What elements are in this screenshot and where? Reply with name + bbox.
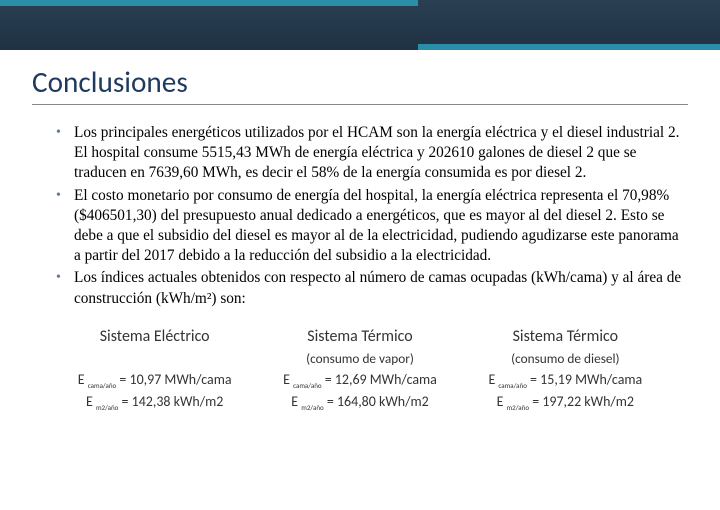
eq-sub: m2/año [301,403,323,412]
eq-value: 142,38 kWh/m2 [132,393,224,410]
eq-sub: m2/año [507,403,529,412]
eq-value: 164,80 kWh/m2 [337,393,429,410]
col-subheader: (consumo de vapor) [257,348,462,369]
accent-stripe-bottom [418,44,720,50]
eq-value: 10,97 MWh/cama [130,371,232,388]
bullet-list: Los principales energéticos utilizados p… [32,123,688,309]
col-subheader [52,348,257,369]
col-header: Sistema Eléctrico [52,323,257,348]
eq-sub: cama/año [88,380,117,389]
bullet-item: Los índices actuales obtenidos con respe… [56,268,688,308]
header-band [0,0,720,50]
eq-prefix: E [78,371,88,388]
accent-stripe-top [0,0,418,6]
table-row: E cama/año = 10,97 MWh/cama E cama/año =… [52,369,668,392]
eq-prefix: E [291,393,301,410]
cell: E cama/año = 10,97 MWh/cama [52,369,257,392]
eq-sub: m2/año [96,403,118,412]
eq-prefix: E [497,393,507,410]
slide-title: Conclusiones [32,64,688,105]
table-subheader-row: (consumo de vapor) (consumo de diesel) [52,348,668,369]
cell: E cama/año = 12,69 MWh/cama [257,369,462,392]
col-header: Sistema Térmico [463,323,668,348]
table-row: E m2/año = 142,38 kWh/m2 E m2/año = 164,… [52,391,668,414]
indices-table: Sistema Eléctrico Sistema Térmico Sistem… [52,323,668,415]
cell: E m2/año = 142,38 kWh/m2 [52,391,257,414]
eq-prefix: E [488,371,498,388]
slide-content: Conclusiones Los principales energéticos… [0,50,720,414]
eq-value: 12,69 MWh/cama [335,371,437,388]
cell: E m2/año = 197,22 kWh/m2 [463,391,668,414]
eq-value: 15,19 MWh/cama [540,371,642,388]
bullet-item: Los principales energéticos utilizados p… [56,123,688,184]
table-header-row: Sistema Eléctrico Sistema Térmico Sistem… [52,323,668,348]
eq-sub: cama/año [498,380,527,389]
bullet-item: El costo monetario por consumo de energí… [56,186,688,267]
cell: E cama/año = 15,19 MWh/cama [463,369,668,392]
cell: E m2/año = 164,80 kWh/m2 [257,391,462,414]
col-header: Sistema Térmico [257,323,462,348]
indices-table-wrap: Sistema Eléctrico Sistema Térmico Sistem… [52,323,668,415]
table-body: E cama/año = 10,97 MWh/cama E cama/año =… [52,369,668,415]
eq-prefix: E [283,371,293,388]
eq-prefix: E [86,393,96,410]
eq-value: 197,22 kWh/m2 [542,393,634,410]
eq-sub: cama/año [293,380,322,389]
col-subheader: (consumo de diesel) [463,348,668,369]
